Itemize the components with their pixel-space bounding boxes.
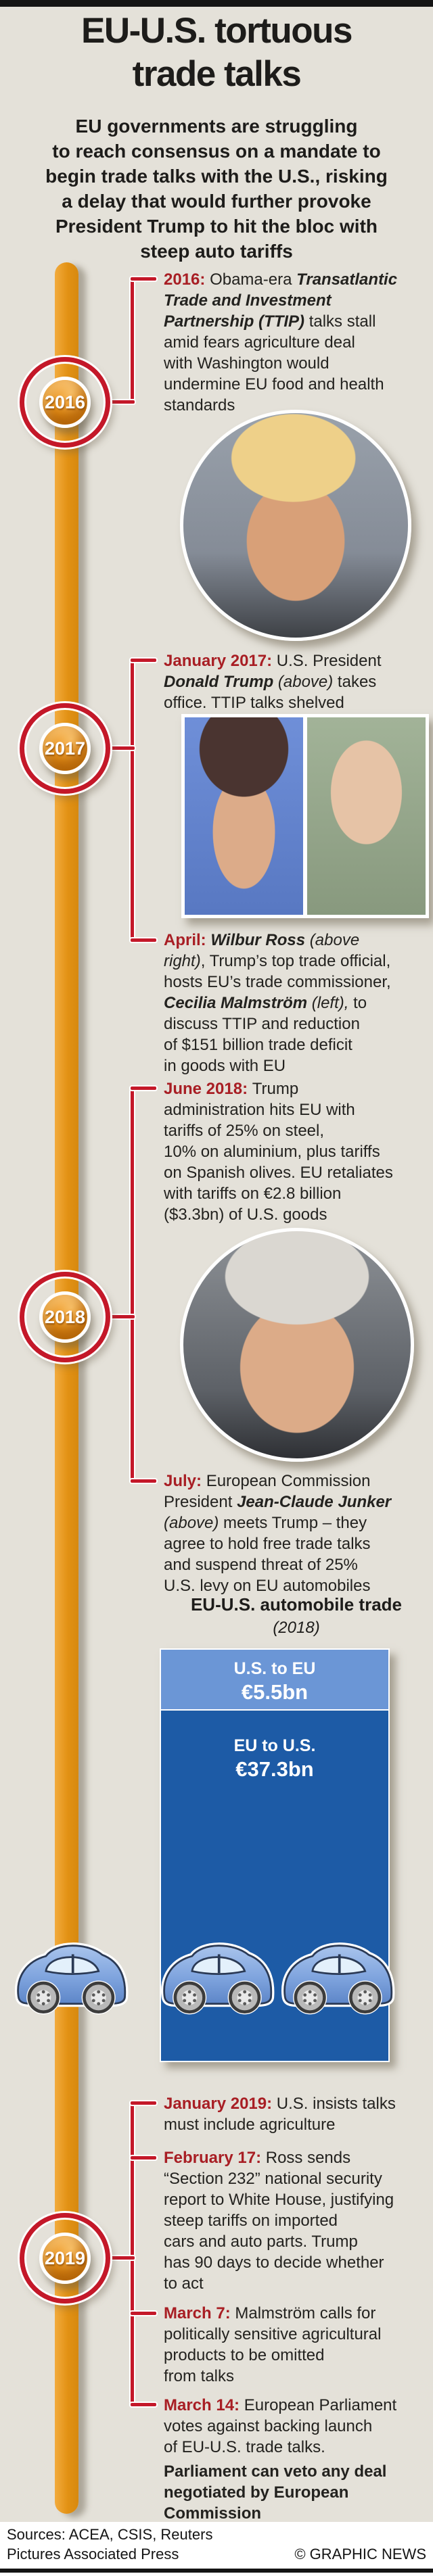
page-title-line2: trade talks [132,54,302,94]
bar-us-to-eu-value: €5.5bn [241,1680,309,1704]
chart-subtitle: (2018) [273,1619,320,1637]
timeline-ring-2019 [20,2213,110,2304]
photo-wilbur-ross [307,717,426,915]
car-icon [14,1942,129,2015]
bar-eu-to-us-value: €37.3bn [235,1757,314,1781]
connector-2017-vertical [131,659,134,941]
connector-2016-text-stub [131,277,156,281]
bar-us-to-eu: U.S. to EU €5.5bn [160,1648,390,1711]
connector-mar14-stub [131,2403,156,2406]
car-icon [281,1942,395,2015]
intro-paragraph: EU governments are struggling to reach co… [5,114,428,264]
intro-line: begin trade talks with the U.S., risking [45,166,388,187]
timeline-node-2016: 2016 [39,377,91,428]
timeline-node-2018: 2018 [39,1291,91,1343]
bar-us-to-eu-label: U.S. to EU [233,1659,316,1678]
timeline-ring-2018 [20,1272,110,1362]
event-jan-2017: January 2017: U.S. President Donald Trump… [164,652,382,712]
footer-band [0,2522,433,2576]
event-mar7-2019: March 7: Malmström calls for politically … [164,2304,382,2385]
footer-sources: Sources: ACEA, CSIS, Reuters [7,2526,213,2543]
photo-cecilia-malmstrom [185,717,303,915]
connector-2016-vertical [131,278,134,404]
timeline-ring-2016 [20,357,110,448]
footer-pictures: Pictures Associated Press [7,2546,179,2562]
connector-2018-vertical [131,1087,134,1482]
page-title: EU-U.S. tortuous trade talks [0,9,433,96]
bar-eu-to-us-label: EU to U.S. [233,1736,316,1755]
connector-2018-node-stub [110,1315,135,1318]
connector-2017-node-stub [110,746,135,750]
timeline-bar [55,262,78,2514]
timeline-node-2017: 2017 [39,723,91,774]
event-april-2017: April: Wilbur Ross (above right), Trump’s… [164,931,391,1075]
connector-jan2019-stub [131,2101,156,2105]
event-2016: 2016: Obama-era Transatlantic Trade and I… [164,270,398,414]
event-mar14-2019: March 14: European Parliament votes again… [164,2396,397,2456]
photo-donald-trump [180,410,411,641]
connector-feb2019-stub [131,2156,156,2160]
timeline-ring-2017 [20,703,110,794]
car-icon [160,1942,275,2015]
top-black-bar [0,0,433,7]
connector-2019-vertical [131,2102,134,2406]
intro-line: steep auto tariffs [140,241,293,262]
event-feb-2019: February 17: Ross sends “Section 232” nat… [164,2149,394,2293]
photo-jean-claude-juncker [180,1228,414,1462]
parliament-note: Parliament can veto any deal negotiated b… [164,2462,387,2523]
chart-title: EU-U.S. automobile trade [190,1594,403,1615]
event-june-2018: June 2018: Trump administration hits EU w… [164,1080,393,1224]
connector-2019-node-stub [110,2256,135,2260]
connector-june2018-stub [131,1087,156,1090]
connector-april2017-stub [131,938,156,942]
footer-black-line [0,2569,433,2573]
intro-line: to reach consensus on a mandate to [52,141,381,162]
intro-line: a delay that would further provoke [62,191,371,212]
connector-2016-node-stub [110,400,135,404]
event-july-2018: July: European Commission President Jean-… [164,1472,392,1595]
photo-pair-malmstrom-ross [181,714,429,918]
connector-jan2017-stub [131,659,156,662]
connector-mar7-stub [131,2312,156,2315]
intro-line: EU governments are struggling [75,116,358,137]
footer-credit: © GRAPHIC NEWS [294,2546,426,2562]
page-title-line1: EU-U.S. tortuous [81,11,352,51]
event-jan-2019: January 2019: U.S. insists talks must inc… [164,2095,396,2134]
intro-line: President Trump to hit the bloc with [55,216,378,237]
timeline-node-2019: 2019 [39,2233,91,2284]
connector-july2018-stub [131,1479,156,1483]
